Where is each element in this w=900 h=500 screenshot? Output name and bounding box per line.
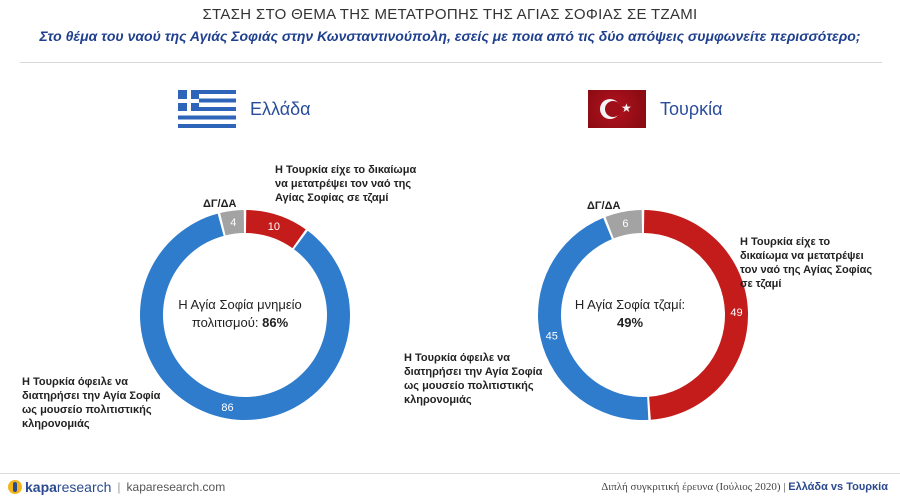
footer-study: Διπλή συγκριτική έρευνα (Ιούλιος 2020) |…	[601, 481, 888, 493]
turkey-annotation-museum: Η Τουρκία όφειλε να διατηρήσει την Αγία …	[404, 351, 554, 407]
greece-annotation-museum: Η Τουρκία όφειλε να διατηρήσει την Αγία …	[22, 375, 172, 431]
brand-name-a: kapa	[25, 479, 57, 495]
website-link[interactable]: kaparesearch.com	[127, 480, 226, 494]
footer-comparison: Ελλάδα vs Τουρκία	[788, 481, 888, 493]
greece-value-label-right: 10	[268, 221, 280, 233]
turkey-center-value: 49%	[617, 315, 643, 330]
greece-value-label-dk: 4	[230, 217, 236, 229]
footer-divider	[0, 473, 900, 474]
kapa-research-logo: kapa research | kaparesearch.com	[8, 479, 225, 495]
turkey-center-label: Η Αγία Σοφία τζαμί: 49%	[570, 296, 690, 332]
footer-study-text: Διπλή συγκριτική έρευνα (Ιούλιος 2020)	[601, 481, 780, 493]
turkey-dk-label: ΔΓ/ΔΑ	[587, 200, 620, 212]
kapa-logo-icon	[8, 480, 22, 494]
turkey-value-label-right: 49	[730, 307, 742, 319]
greece-center-label: Η Αγία Σοφία μνημείο πολιτισμού: 86%	[170, 296, 310, 332]
greece-dk-label: ΔΓ/ΔΑ	[203, 198, 236, 210]
turkey-value-label-museum: 45	[546, 330, 558, 342]
turkey-center-text: Η Αγία Σοφία τζαμί:	[575, 297, 685, 312]
greece-center-value: 86%	[262, 315, 288, 330]
brand-name-b: research	[57, 479, 111, 495]
greece-value-label-museum: 86	[221, 402, 233, 414]
turkey-value-label-dk: 6	[622, 218, 628, 230]
greece-annotation-right: Η Τουρκία είχε το δικαίωμα να μετατρέψει…	[275, 163, 425, 205]
turkey-annotation-right: Η Τουρκία είχε το δικαίωμα να μετατρέψει…	[740, 235, 880, 291]
footer-divider-bar: |	[783, 481, 785, 493]
